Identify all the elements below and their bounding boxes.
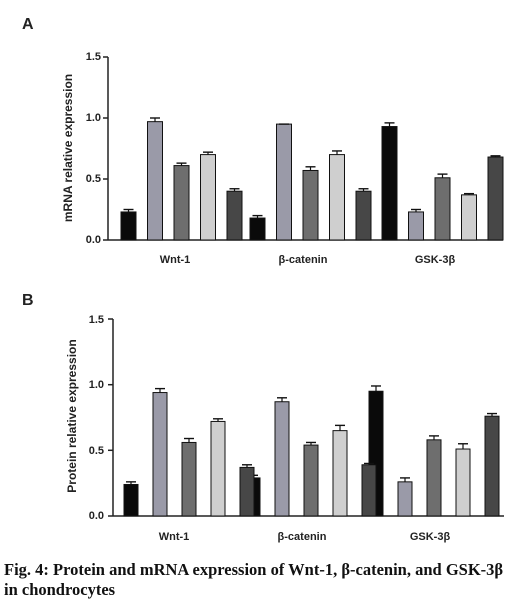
panel-a-bars [120, 117, 504, 241]
panel-b-bar-0-4 [239, 466, 255, 517]
panel-b-bar-0-2 [181, 441, 197, 517]
panel-b-bar-2-2 [426, 439, 442, 517]
panel-b-ytick-0: 0.0 [89, 510, 104, 522]
panel-a-y-axis-label: mRNA relative expression [61, 74, 75, 222]
panel-a-bar-0-1 [147, 121, 163, 241]
panel-a-ytick-0: 0.0 [86, 234, 101, 246]
panel-b-y-axis-label: Protein relative expression [65, 339, 79, 492]
panel-b-ytick-1: 0.5 [89, 445, 104, 457]
panel-b: B Protein relative expression 0.0 0.5 1.… [22, 292, 504, 543]
panel-a-category-2: GSK-3β [415, 254, 456, 266]
panel-a-category-1: β-catenin [279, 254, 328, 266]
figure: A mRNA relative expression 0.0 0.5 1.0 1… [22, 16, 504, 543]
panel-a-bar-0-3 [200, 154, 216, 241]
panel-a-bar-1-4 [355, 190, 372, 241]
panel-b-bar-0-0 [123, 483, 139, 517]
panel-b-bar-0-3 [210, 420, 226, 517]
panel-a-bar-0-2 [173, 165, 190, 241]
panel-b-bar-0-1 [152, 392, 168, 517]
panel-b-bar-2-4 [484, 415, 500, 517]
panel-b-letter: B [22, 292, 34, 309]
panel-a-ytick-1: 0.5 [86, 173, 101, 185]
panel-b-bar-1-3 [332, 430, 348, 517]
panel-a-bar-2-3 [461, 194, 477, 241]
panel-b-ytick-3: 1.5 [89, 314, 104, 326]
panel-b-bar-1-2 [303, 444, 319, 517]
panel-a-bar-0-0 [120, 211, 137, 241]
panel-a-bar-1-0 [249, 217, 266, 241]
panel-a: A mRNA relative expression 0.0 0.5 1.0 1… [22, 16, 504, 266]
figure-caption: Fig. 4: Protein and mRNA expression of W… [4, 560, 504, 599]
panel-a-bar-1-2 [302, 169, 319, 241]
panel-b-bars [123, 385, 500, 517]
panel-a-bar-0-4 [226, 190, 243, 241]
panel-a-letter: A [22, 16, 34, 33]
panel-b-bar-1-4 [361, 464, 377, 517]
panel-a-bar-1-3 [329, 154, 345, 241]
panel-b-bar-1-1 [274, 401, 290, 517]
panel-a-category-0: Wnt-1 [160, 254, 191, 266]
panel-a-bar-2-2 [434, 177, 451, 241]
panel-b-bar-2-3 [455, 448, 471, 517]
panel-a-bar-2-1 [408, 211, 424, 241]
panel-b-ytick-2: 1.0 [89, 379, 104, 391]
panel-b-bar-2-1 [397, 481, 413, 517]
panel-a-ytick-2: 1.0 [86, 112, 101, 124]
panel-a-ytick-3: 1.5 [86, 51, 101, 63]
panel-b-category-0: Wnt-1 [159, 531, 190, 543]
panel-a-bar-1-1 [276, 123, 292, 241]
panel-a-bar-2-4 [487, 156, 504, 241]
panel-b-category-1: β-catenin [278, 531, 327, 543]
panel-a-bar-2-0 [381, 126, 398, 241]
panel-b-category-2: GSK-3β [410, 531, 451, 543]
